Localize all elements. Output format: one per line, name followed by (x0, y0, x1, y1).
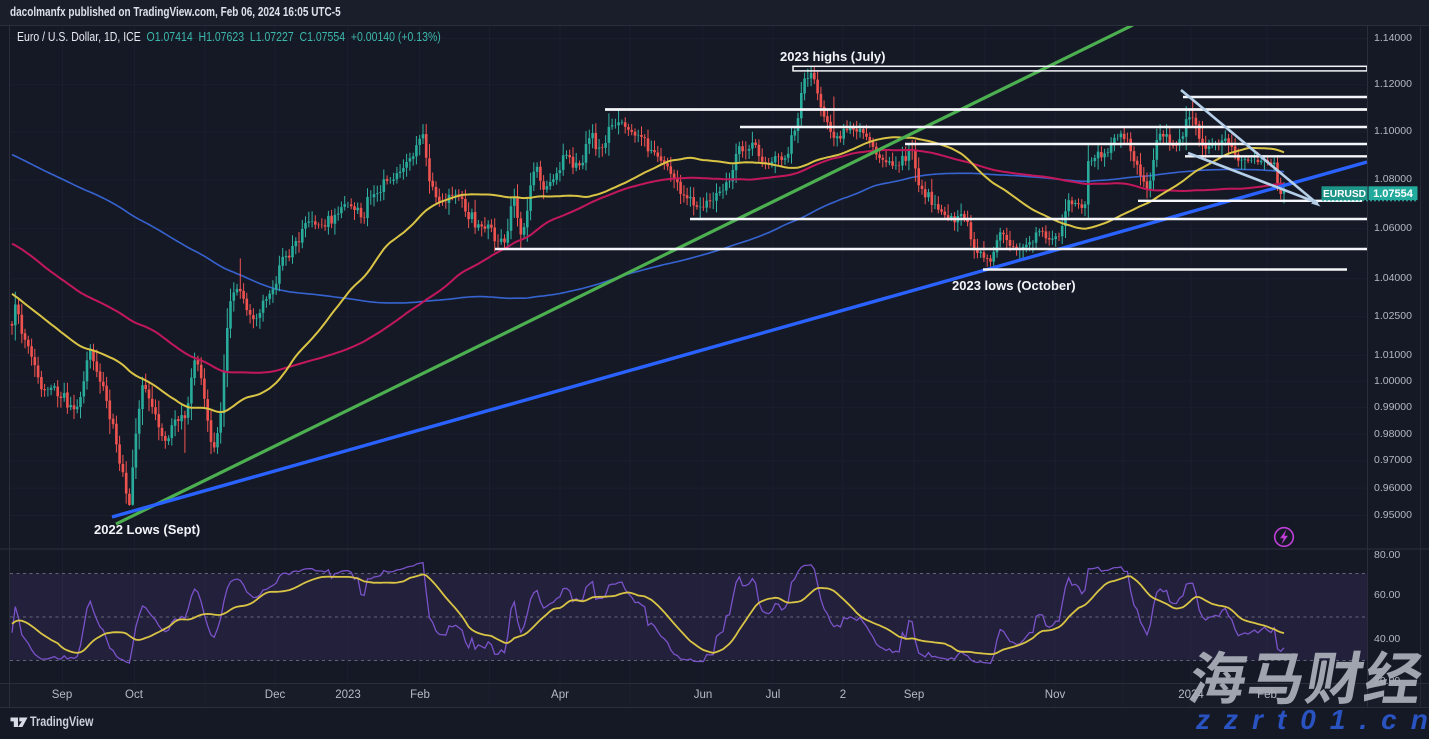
svg-text:EURUSD: EURUSD (1323, 189, 1366, 200)
svg-text:1.07554: 1.07554 (1373, 188, 1414, 200)
